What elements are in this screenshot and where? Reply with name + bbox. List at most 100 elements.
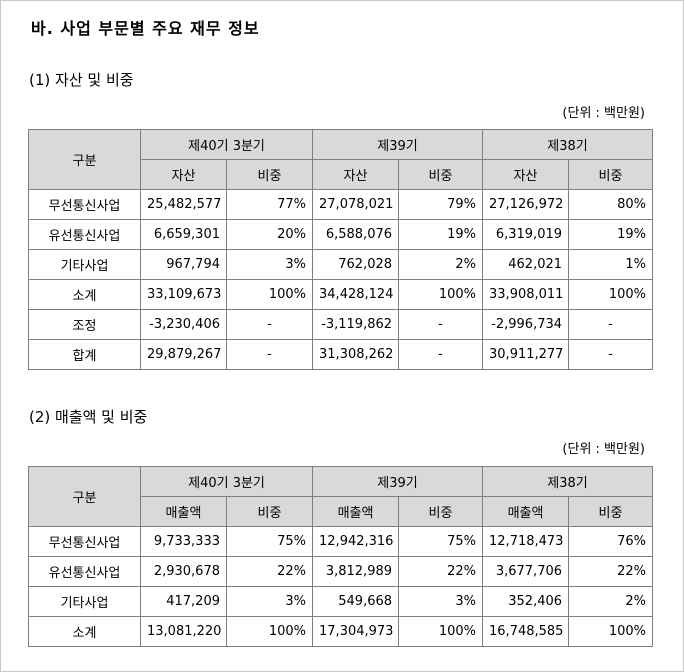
sales-unit: (단위 : 백만원)	[562, 442, 645, 457]
row-label: 무선통신사업	[28, 526, 141, 557]
ratio-value: 80%	[568, 189, 654, 220]
ratio-value: 22%	[398, 556, 484, 587]
asset-value: 33,109,673	[140, 279, 227, 310]
asset-value: 462,021	[482, 249, 570, 280]
table-row: 조정 -3,230,406 - -3,119,862 - -2,996,734 …	[28, 309, 654, 340]
assets-table: 구분 제40기 3분기 제39기 제38기 자산 비중 자산 비중 자산 비중 …	[28, 129, 654, 370]
table-row: 합계 29,879,267 - 31,308,262 - 30,911,277 …	[28, 339, 654, 370]
asset-value: 33,908,011	[482, 279, 570, 310]
assets-header-value: 자산	[140, 159, 227, 190]
sales-value: 3,812,989	[312, 556, 400, 587]
sales-value: 9,733,333	[140, 526, 227, 557]
row-label: 소계	[28, 279, 141, 310]
ratio-value: -	[398, 339, 484, 370]
ratio-value: 3%	[398, 586, 484, 617]
ratio-value: -	[398, 309, 484, 340]
assets-header-period-3: 제38기	[482, 129, 654, 160]
sales-value: 549,668	[312, 586, 400, 617]
page-title: 바. 사업 부문별 주요 재무 정보	[31, 19, 260, 38]
row-label: 유선통신사업	[28, 219, 141, 250]
asset-value: 6,319,019	[482, 219, 570, 250]
table-row: 무선통신사업 9,733,333 75% 12,942,316 75% 12,7…	[28, 526, 654, 557]
ratio-value: 100%	[225, 616, 314, 647]
sales-header-ratio: 비중	[398, 496, 484, 527]
table-row: 무선통신사업 25,482,577 77% 27,078,021 79% 27,…	[28, 189, 654, 220]
assets-header-value: 자산	[482, 159, 570, 190]
ratio-value: -	[568, 309, 654, 340]
table-row: 유선통신사업 2,930,678 22% 3,812,989 22% 3,677…	[28, 556, 654, 587]
ratio-value: 22%	[225, 556, 314, 587]
assets-subtitle: (1) 자산 및 비중	[29, 71, 134, 89]
assets-header-period-2: 제39기	[312, 129, 484, 160]
sales-value: 417,209	[140, 586, 227, 617]
assets-header-ratio: 비중	[568, 159, 654, 190]
ratio-value: 76%	[568, 526, 654, 557]
ratio-value: 100%	[398, 279, 484, 310]
sales-value: 3,677,706	[482, 556, 570, 587]
ratio-value: 100%	[568, 279, 654, 310]
asset-value: 967,794	[140, 249, 227, 280]
ratio-value: 3%	[225, 249, 314, 280]
asset-value: 762,028	[312, 249, 400, 280]
ratio-value: -	[225, 309, 314, 340]
table-row: 유선통신사업 6,659,301 20% 6,588,076 19% 6,319…	[28, 219, 654, 250]
row-label: 조정	[28, 309, 141, 340]
table-row: 기타사업 417,209 3% 549,668 3% 352,406 2%	[28, 586, 654, 617]
asset-value: 27,126,972	[482, 189, 570, 220]
table-row: 기타사업 967,794 3% 762,028 2% 462,021 1%	[28, 249, 654, 280]
sales-header-ratio: 비중	[225, 496, 314, 527]
assets-header-value: 자산	[312, 159, 400, 190]
asset-value: 34,428,124	[312, 279, 400, 310]
sales-header-period-1: 제40기 3분기	[139, 466, 314, 497]
sales-header-period-2: 제39기	[312, 466, 484, 497]
ratio-value: 2%	[568, 586, 654, 617]
ratio-value: 20%	[225, 219, 314, 250]
ratio-value: 100%	[398, 616, 484, 647]
ratio-value: 77%	[225, 189, 314, 220]
asset-value: 29,879,267	[140, 339, 227, 370]
assets-header-ratio: 비중	[398, 159, 484, 190]
ratio-value: -	[568, 339, 654, 370]
asset-value: 6,588,076	[312, 219, 400, 250]
sales-header-value: 매출액	[482, 496, 570, 527]
assets-header-ratio: 비중	[225, 159, 314, 190]
table-row: 소계 33,109,673 100% 34,428,124 100% 33,90…	[28, 279, 654, 310]
asset-value: 31,308,262	[312, 339, 400, 370]
asset-value: -2,996,734	[482, 309, 570, 340]
sales-value: 352,406	[482, 586, 570, 617]
sales-value: 12,942,316	[312, 526, 400, 557]
assets-unit: (단위 : 백만원)	[562, 106, 645, 121]
row-label: 합계	[28, 339, 141, 370]
sales-header-category: 구분	[28, 466, 141, 527]
row-label: 무선통신사업	[28, 189, 141, 220]
ratio-value: 19%	[398, 219, 484, 250]
asset-value: -3,119,862	[312, 309, 400, 340]
sales-header-value: 매출액	[140, 496, 227, 527]
asset-value: 25,482,577	[140, 189, 227, 220]
asset-value: 27,078,021	[312, 189, 400, 220]
asset-value: 30,911,277	[482, 339, 570, 370]
sales-value: 12,718,473	[482, 526, 570, 557]
sales-value: 2,930,678	[140, 556, 227, 587]
assets-header-category: 구분	[28, 129, 141, 190]
sales-header-period-3: 제38기	[482, 466, 654, 497]
asset-value: 6,659,301	[140, 219, 227, 250]
row-label: 기타사업	[28, 249, 141, 280]
row-label: 유선통신사업	[28, 556, 141, 587]
ratio-value: -	[225, 339, 314, 370]
row-label: 기타사업	[28, 586, 141, 617]
ratio-value: 22%	[568, 556, 654, 587]
ratio-value: 1%	[568, 249, 654, 280]
assets-header-period-1: 제40기 3분기	[139, 129, 314, 160]
row-label: 소계	[28, 616, 141, 647]
asset-value: -3,230,406	[140, 309, 227, 340]
sales-header-value: 매출액	[312, 496, 400, 527]
ratio-value: 100%	[225, 279, 314, 310]
sales-value: 17,304,973	[312, 616, 400, 647]
ratio-value: 75%	[398, 526, 484, 557]
sales-value: 16,748,585	[482, 616, 570, 647]
sales-table: 구분 제40기 3분기 제39기 제38기 매출액 비중 매출액 비중 매출액 …	[28, 466, 654, 647]
sales-value: 13,081,220	[140, 616, 227, 647]
ratio-value: 3%	[225, 586, 314, 617]
